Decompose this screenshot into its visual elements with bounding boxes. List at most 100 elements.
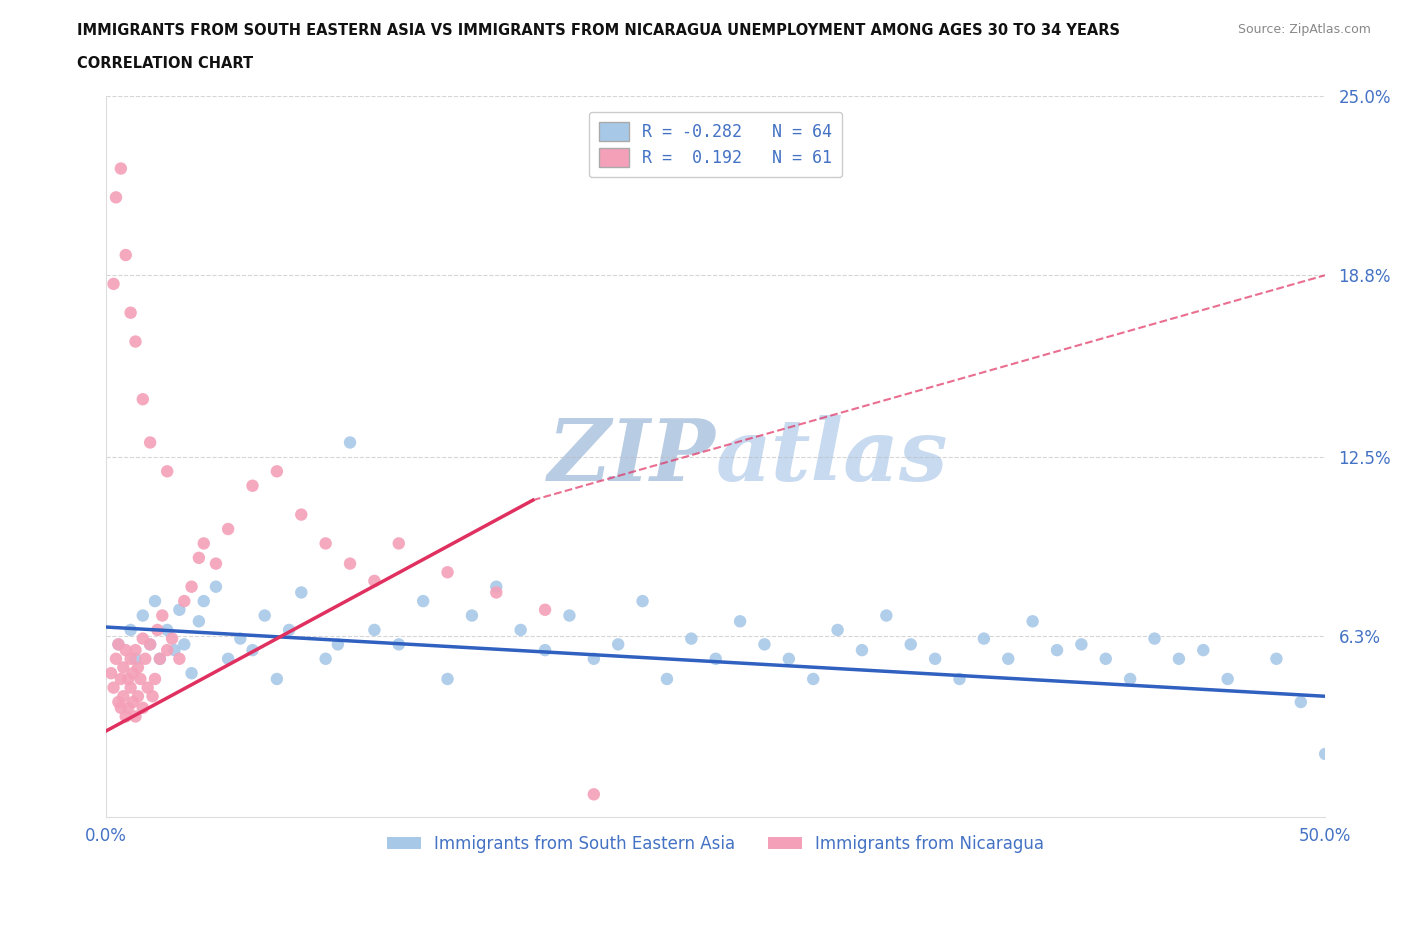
Point [1192, 643, 1215, 658]
Point [1119, 671, 1142, 686]
Point [124, 651, 146, 666]
Point [534, 643, 557, 658]
Point [173, 637, 195, 652]
Point [132, 700, 155, 715]
Text: atlas: atlas [716, 415, 948, 498]
Point [1167, 651, 1189, 666]
Point [1315, 747, 1337, 762]
Point [150, 608, 173, 623]
Point [754, 637, 776, 652]
Point [1143, 631, 1166, 646]
Point [205, 579, 228, 594]
Point [363, 574, 385, 589]
Point [631, 593, 654, 608]
Point [139, 435, 162, 450]
Point [114, 247, 136, 262]
Point [655, 671, 678, 686]
Point [142, 689, 165, 704]
Point [112, 689, 135, 704]
Point [110, 671, 132, 686]
Point [948, 671, 970, 686]
Point [205, 556, 228, 571]
Point [193, 593, 215, 608]
Point [1070, 637, 1092, 652]
Point [412, 593, 434, 608]
Point [107, 637, 129, 652]
Point [134, 651, 156, 666]
Point [534, 603, 557, 618]
Point [127, 689, 149, 704]
Point [1265, 651, 1288, 666]
Point [110, 161, 132, 176]
Point [229, 631, 252, 646]
Point [139, 637, 162, 652]
Point [103, 276, 125, 291]
Point [146, 622, 169, 637]
Point [122, 695, 145, 710]
Point [163, 643, 186, 658]
Point [827, 622, 849, 637]
Text: IMMIGRANTS FROM SOUTH EASTERN ASIA VS IMMIGRANTS FROM NICARAGUA UNEMPLOYMENT AMO: IMMIGRANTS FROM SOUTH EASTERN ASIA VS IM… [77, 23, 1121, 38]
Point [851, 643, 873, 658]
Point [461, 608, 484, 623]
Point [363, 622, 385, 637]
Point [1289, 695, 1312, 710]
Point [120, 305, 142, 320]
Point [112, 660, 135, 675]
Point [242, 478, 264, 493]
Point [388, 536, 411, 551]
Point [266, 464, 288, 479]
Point [143, 671, 166, 686]
Point [156, 464, 179, 479]
Point [117, 671, 139, 686]
Point [180, 579, 202, 594]
Point [180, 666, 202, 681]
Point [436, 671, 458, 686]
Point [290, 585, 312, 600]
Point [169, 651, 191, 666]
Point [187, 551, 209, 565]
Point [132, 392, 155, 406]
Point [242, 643, 264, 658]
Point [124, 709, 146, 724]
Point [117, 700, 139, 715]
Point [129, 671, 152, 686]
Point [266, 671, 288, 686]
Point [728, 614, 751, 629]
Point [100, 666, 122, 681]
Point [778, 651, 800, 666]
Point [124, 643, 146, 658]
Point [801, 671, 824, 686]
Point [278, 622, 301, 637]
Point [143, 593, 166, 608]
Point [388, 637, 411, 652]
Point [127, 660, 149, 675]
Point [1046, 643, 1069, 658]
Point [120, 622, 142, 637]
Point [875, 608, 897, 623]
Point [253, 608, 276, 623]
Text: ZIP: ZIP [548, 415, 716, 498]
Point [169, 603, 191, 618]
Point [704, 651, 727, 666]
Point [104, 651, 127, 666]
Point [1216, 671, 1239, 686]
Point [120, 651, 142, 666]
Point [149, 651, 172, 666]
Point [290, 507, 312, 522]
Point [156, 622, 179, 637]
Point [582, 651, 605, 666]
Point [315, 536, 337, 551]
Point [485, 579, 508, 594]
Point [132, 631, 155, 646]
Point [326, 637, 349, 652]
Point [136, 680, 159, 695]
Point [107, 695, 129, 710]
Point [339, 556, 361, 571]
Point [315, 651, 337, 666]
Point [1094, 651, 1116, 666]
Point [607, 637, 630, 652]
Point [122, 666, 145, 681]
Point [187, 614, 209, 629]
Point [173, 593, 195, 608]
